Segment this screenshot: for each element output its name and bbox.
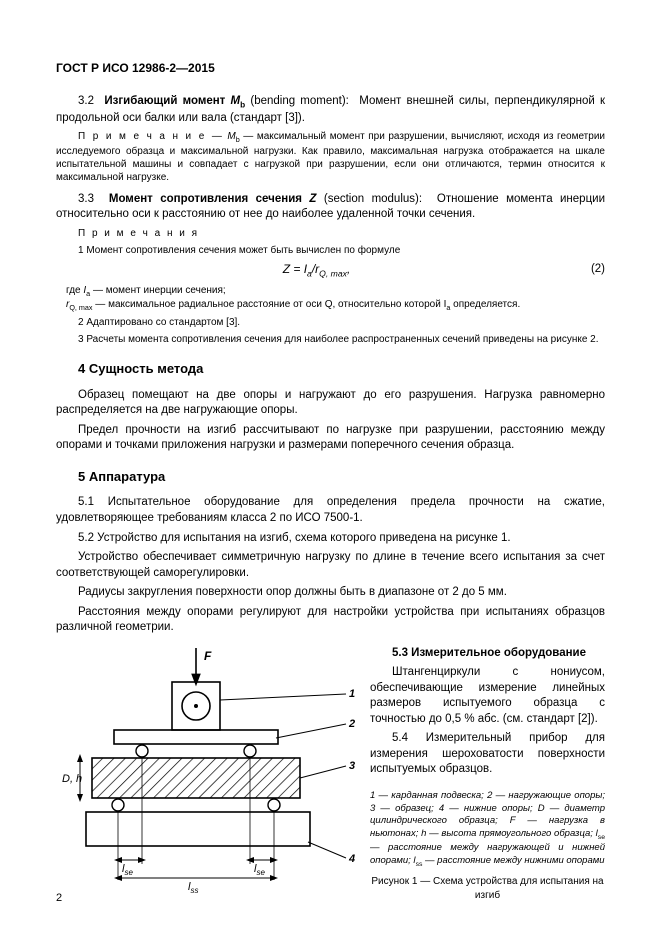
label-Dh: D, h <box>62 773 82 785</box>
svg-text:lse: lse <box>122 863 133 877</box>
svg-text:2: 2 <box>348 718 355 730</box>
sec-3-3: 3.3 Момент сопротивления сечения Z (sect… <box>56 192 605 223</box>
figure-block: F D, h <box>56 646 605 907</box>
page: ГОСТ Р ИСО 12986-2—2015 3.2 Изгибающий м… <box>0 0 661 936</box>
sec-5-2d: Расстояния между опорами регулируют для … <box>56 605 605 636</box>
svg-text:1: 1 <box>349 688 355 700</box>
sec-5-3-title: 5.3 Измерительное оборудование <box>370 646 605 662</box>
formula-2: Z = Ia/rQ, max, (2) <box>56 261 605 280</box>
sec-3-3-notes-label: П р и м е ч а н и я <box>56 227 605 240</box>
sec-4-title: 4 Сущность метода <box>78 360 605 378</box>
sec-3-3-note2: 2 Адаптировано со стандартом [3]. <box>56 316 605 329</box>
svg-text:4: 4 <box>348 853 355 865</box>
sec-4-p2: Предел прочности на изгиб рассчитывают п… <box>56 423 605 454</box>
svg-text:3: 3 <box>349 760 355 772</box>
label-F: F <box>204 649 212 663</box>
sec-3-3-note3: 3 Расчеты момента сопротивления сечения … <box>56 333 605 346</box>
sec-5-3-body: Штангенциркули с нониусом, обеспечивающи… <box>370 665 605 727</box>
sec-5-2b: Устройство обеспечивает симметричную наг… <box>56 550 605 581</box>
figure-caption: Рисунок 1 — Схема устройства для испытан… <box>370 875 605 902</box>
formula-where: где Ia — момент инерции сечения; rQ, max… <box>66 284 605 313</box>
sec-5-1: 5.1 Испытательное оборудование для опред… <box>56 495 605 526</box>
svg-text:lss: lss <box>188 881 198 895</box>
sec-5-2c: Радиусы закругления поверхности опор дол… <box>56 585 605 601</box>
svg-text:lse: lse <box>254 863 265 877</box>
sec-5-2a: 5.2 Устройство для испытания на изгиб, с… <box>56 531 605 547</box>
sec-4-p1: Образец помещают на две опоры и нагружаю… <box>56 388 605 419</box>
sec-3-3-note1: 1 Момент сопротивления сечения может быт… <box>56 244 605 257</box>
figure-1-diagram: F D, h <box>56 646 356 896</box>
sec-5-4: 5.4 Измерительный прибор для измерения ш… <box>370 731 605 778</box>
doc-header: ГОСТ Р ИСО 12986-2—2015 <box>56 60 605 76</box>
sec-3-2-note: П р и м е ч а н и е — Mb — максимальный … <box>56 130 605 183</box>
sec-5-title: 5 Аппаратура <box>78 468 605 486</box>
figure-legend: 1 — карданная подвеска; 2 — нагружающие … <box>370 790 605 870</box>
sec-3-2: 3.2 Изгибающий момент Mb (bending moment… <box>56 94 605 126</box>
page-number: 2 <box>56 891 62 906</box>
